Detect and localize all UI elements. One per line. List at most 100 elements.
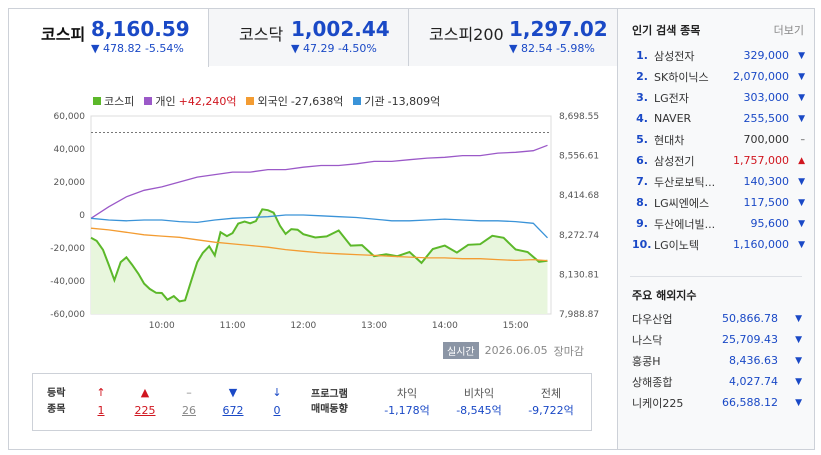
legend-foreign: 외국인 -27,638억: [246, 93, 343, 109]
y-tick-label-right: 8,272.74: [559, 231, 599, 241]
index-value: 25,709.43: [722, 333, 778, 346]
tab-kosdaq[interactable]: 코스닥 1,002.44 ▼ 47.29 -4.50%: [209, 9, 409, 66]
x-tick-label: 14:00: [432, 321, 458, 331]
list-item[interactable]: 7. 두산로보틱... 140,300 ▼: [632, 171, 808, 192]
index-tabs: 코스피 8,160.59 ▼ 478.82 -5.54% 코스닥 1,002.4…: [9, 9, 617, 67]
stock-name[interactable]: NAVER: [654, 112, 692, 125]
stock-price: 2,070,000: [733, 70, 789, 83]
breadth-upper-limit[interactable]: ↑ 1: [79, 385, 123, 419]
index-name[interactable]: 다우산업: [632, 312, 673, 326]
stock-price: 255,500: [743, 112, 790, 125]
y-tick-label-left: 40,000: [54, 145, 86, 155]
rank: 6.: [636, 154, 648, 167]
tab-value: 1,002.44: [291, 17, 390, 41]
series-line-foreign: [90, 227, 548, 262]
stock-price: 1,160,000: [733, 238, 789, 251]
flat-icon: –: [186, 386, 192, 399]
y-tick-label-left: 20,000: [54, 178, 86, 188]
list-item[interactable]: 1. 삼성전자 329,000 ▼: [632, 45, 808, 66]
breadth-advance[interactable]: ▲ 225: [123, 385, 167, 419]
breadth-lower-limit[interactable]: ↓ 0: [255, 385, 299, 419]
list-item[interactable]: 3. LG전자 303,000 ▼: [632, 87, 808, 108]
tab-kospi[interactable]: 코스피 8,160.59 ▼ 478.82 -5.54%: [9, 9, 209, 67]
program-value: -1,178억: [384, 404, 430, 417]
rank: 10.: [632, 238, 652, 251]
up-triangle-icon: ▲: [798, 155, 805, 166]
rank: 5.: [636, 133, 648, 146]
down-triangle-icon: ▼: [795, 313, 802, 324]
tab-value: 8,160.59: [91, 17, 190, 41]
list-item[interactable]: 8. LG씨엔에스 117,500 ▼: [632, 192, 808, 213]
down-triangle-icon: ▼: [795, 334, 802, 345]
series-line-kospi: [90, 208, 548, 303]
program-header-line: 매매동향: [311, 404, 348, 415]
list-item[interactable]: 10. LG이노텍 1,160,000 ▼: [632, 234, 808, 255]
index-name[interactable]: 니케이225: [632, 396, 684, 410]
stock-name[interactable]: 두산에너빌...: [654, 217, 716, 231]
divider: [630, 276, 802, 277]
stock-name[interactable]: LG전자: [654, 91, 689, 105]
list-item[interactable]: 나스닥 25,709.43 ▼: [632, 329, 808, 350]
stock-name[interactable]: LG씨엔에스: [654, 196, 710, 210]
stock-name[interactable]: 현대차: [654, 133, 685, 147]
program-trading: 프로그램 매매동향 차익 -1,178억 비차익 -8,545억 전체 -9,7…: [299, 374, 591, 430]
list-item[interactable]: 홍콩H 8,436.63 ▼: [632, 350, 808, 371]
breadth-count[interactable]: 225: [134, 404, 156, 417]
rank: 7.: [636, 175, 648, 188]
program-label: 전체: [540, 387, 562, 400]
legend-swatch: [353, 97, 362, 105]
stock-name[interactable]: 삼성전기: [654, 154, 695, 168]
list-item[interactable]: 4. NAVER 255,500 ▼: [632, 108, 808, 129]
breadth-header-line: 종목: [47, 404, 66, 415]
list-item[interactable]: 2. SK하이닉스 2,070,000 ▼: [632, 66, 808, 87]
tab-name: 코스피200: [429, 25, 504, 44]
down-triangle-icon: ▼: [228, 386, 238, 399]
breadth-unchanged[interactable]: – 26: [167, 385, 211, 419]
program-header: 프로그램 매매동향: [311, 387, 371, 417]
tab-change: ▼ 478.82 -5.54%: [91, 42, 184, 55]
breadth-header-line: 등락: [47, 388, 66, 399]
index-name[interactable]: 홍콩H: [632, 354, 661, 368]
legend-name: 코스피: [104, 95, 135, 108]
list-item[interactable]: 5. 현대차 700,000–: [632, 129, 808, 150]
breadth-decline[interactable]: ▼ 672: [211, 385, 255, 419]
stock-name[interactable]: 두산로보틱...: [654, 175, 716, 189]
rank: 3.: [636, 91, 648, 104]
list-item[interactable]: 니케이225 66,588.12 ▼: [632, 392, 808, 413]
realtime-badge[interactable]: 실시간: [443, 342, 479, 359]
chart-info: 실시간 2026.06.05 장마감: [443, 342, 584, 359]
breadth-count[interactable]: 0: [273, 404, 281, 417]
breadth-header: 등락 종목: [47, 386, 79, 418]
popular-list: 1. 삼성전자 329,000 ▼ 2. SK하이닉스 2,070,000 ▼ 3. LG전자 30…: [632, 45, 808, 255]
legend-value: +42,240억: [178, 95, 237, 108]
rank: 1.: [636, 49, 648, 62]
chart-date: 2026.06.05: [484, 344, 548, 357]
down-triangle-icon: ▼: [795, 397, 802, 408]
more-link[interactable]: 더보기: [773, 24, 804, 37]
intraday-chart: 60,000 40,000 20,000 0 -20,000 -40,000 -60,000…: [50, 112, 599, 331]
overseas-list: 다우산업 50,866.78 ▼ 나스닥 25,709.43 ▼ 홍콩H 8,436.63 ▼ 상…: [632, 308, 808, 413]
stock-name[interactable]: SK하이닉스: [654, 70, 709, 84]
down-triangle-icon: ▼: [798, 197, 805, 208]
side-panel: 인기 검색 종목 더보기 1. 삼성전자 329,000 ▼ 2. SK하이닉스 2,070…: [617, 9, 814, 449]
breadth-count[interactable]: 672: [222, 404, 244, 417]
tab-name: 코스닥: [239, 25, 284, 44]
down-triangle-icon: ▼: [798, 71, 805, 82]
rank: 4.: [636, 112, 648, 125]
down-triangle-icon: ▼: [798, 218, 805, 229]
breadth-count[interactable]: 1: [97, 404, 105, 417]
index-name[interactable]: 상해종합: [632, 375, 673, 389]
tab-kospi200[interactable]: 코스피200 1,297.02 ▼ 82.54 -5.98%: [409, 9, 617, 66]
index-name[interactable]: 나스닥: [632, 333, 663, 347]
list-item[interactable]: 9. 두산에너빌... 95,600 ▼: [632, 213, 808, 234]
index-value: 4,027.74: [729, 375, 778, 388]
down-triangle-icon: ▼: [798, 113, 805, 124]
stock-name[interactable]: LG이노텍: [654, 238, 700, 252]
list-item[interactable]: 다우산업 50,866.78 ▼: [632, 308, 808, 329]
stock-name[interactable]: 삼성전자: [654, 49, 695, 63]
list-item[interactable]: 6. 삼성전기 1,757,000 ▲: [632, 150, 808, 171]
breadth-count[interactable]: 26: [182, 404, 196, 417]
list-item[interactable]: 상해종합 4,027.74 ▼: [632, 371, 808, 392]
market-widget: 코스피 8,160.59 ▼ 478.82 -5.54% 코스닥 1,002.4…: [8, 8, 815, 450]
stock-price: 329,000: [743, 49, 790, 62]
